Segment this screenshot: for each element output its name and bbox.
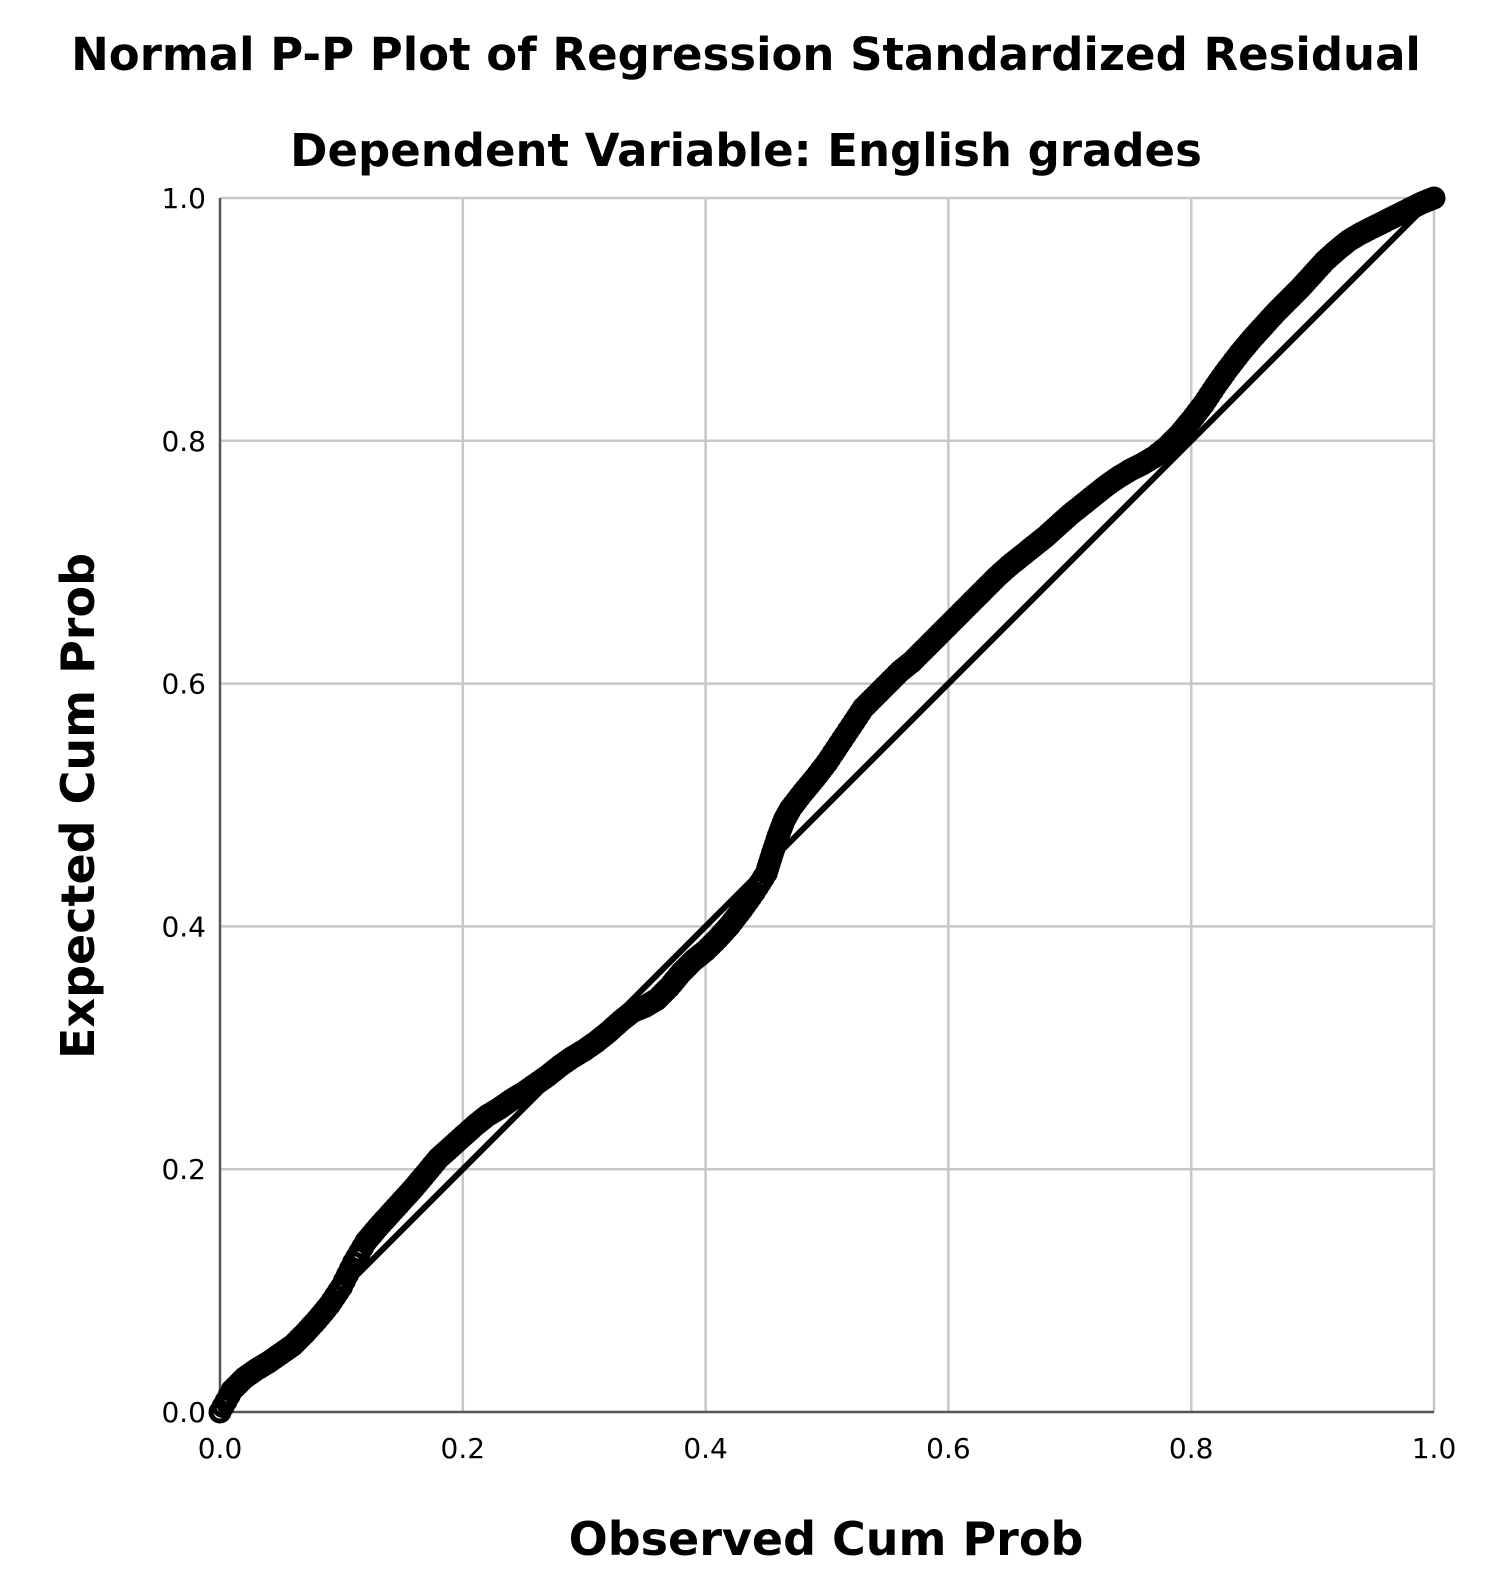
reference-line bbox=[217, 195, 1437, 1415]
y-tick-label: 0.8 bbox=[161, 425, 206, 458]
x-tick-label: 0.8 bbox=[1169, 1432, 1214, 1465]
tick-labels: 0.0 0.2 0.4 0.6 0.8 1.0 0.0 0.2 0.4 0.6 0.8 1.0 bbox=[161, 182, 1456, 1465]
y-tick-label: 0.0 bbox=[161, 1396, 206, 1429]
data-point bbox=[1422, 186, 1446, 210]
y-tick-label: 0.2 bbox=[161, 1153, 206, 1186]
axes bbox=[218, 198, 1434, 1414]
x-tick-label: 0.2 bbox=[441, 1432, 486, 1465]
y-axis-label: Expected Cum Prob bbox=[51, 553, 105, 1059]
x-axis-label: Observed Cum Prob bbox=[569, 1512, 1084, 1566]
y-tick-label: 1.0 bbox=[161, 182, 206, 215]
reference-line-group bbox=[217, 195, 1437, 1415]
data-points bbox=[208, 186, 1446, 1424]
x-tick-label: 0.0 bbox=[198, 1432, 243, 1465]
x-tick-label: 0.6 bbox=[926, 1432, 971, 1465]
y-tick-label: 0.4 bbox=[161, 910, 206, 943]
chart-subtitle: Dependent Variable: English grades bbox=[290, 124, 1202, 177]
y-tick-label: 0.6 bbox=[161, 668, 206, 701]
x-tick-label: 0.4 bbox=[683, 1432, 728, 1465]
x-tick-label: 1.0 bbox=[1412, 1432, 1457, 1465]
chart-title: Normal P-P Plot of Regression Standardiz… bbox=[71, 28, 1421, 81]
